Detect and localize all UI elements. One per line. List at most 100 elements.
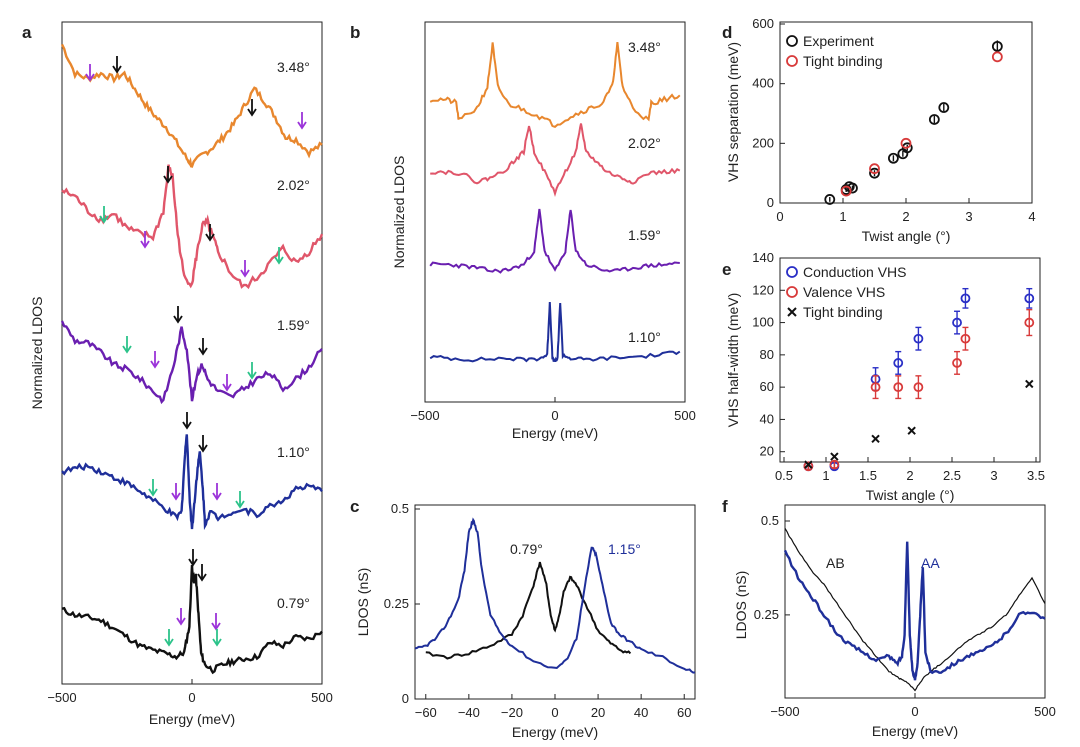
arrow-icon-15-head (247, 371, 257, 380)
series-label-c-1: 1.15° (608, 541, 641, 557)
point-e-1 (1024, 317, 1035, 328)
point-d-1 (900, 137, 912, 149)
legend-marker-e-2 (787, 307, 797, 317)
series-line-c-1 (414, 517, 696, 674)
y-tick-label: 140 (752, 250, 774, 265)
arrow-icon-1-head (112, 65, 122, 74)
y-tick-label: 0.25 (754, 607, 779, 622)
point-d-0 (847, 182, 858, 194)
x-tick-label: 1 (822, 468, 829, 483)
panel-b: b −500 0 500 Energy (meV) Normalized LDOS 3.48… (350, 21, 696, 441)
point-d-0 (824, 194, 836, 205)
y-tick-label: 0.25 (384, 596, 409, 611)
series-label-c-0: 0.79° (510, 541, 543, 557)
series-label-b-1: 2.02° (628, 135, 661, 151)
x-tick-label: 2 (906, 468, 913, 483)
x-tick-label: 60 (677, 705, 691, 720)
point-e-1 (829, 459, 840, 470)
series-label-b-2: 1.59° (628, 227, 661, 243)
panel-e: e 0.5 1 1.5 2 2.5 3 3.5 20 40 60 80 100 120 140 Twist a… (722, 250, 1045, 503)
y-tick-label: 0 (767, 195, 774, 210)
point-d-1 (869, 163, 880, 175)
point-d-1 (991, 51, 1003, 63)
series-label-a-0: 3.48° (277, 59, 310, 75)
arrow-icon-4-head (99, 215, 109, 224)
arrow-icon-19-head (198, 444, 208, 453)
panel-a: a −500 0 500 Energy (meV) Normalized LDOS 3.48… (22, 21, 333, 727)
point-d-0 (928, 114, 940, 125)
series-line-a-2 (60, 320, 323, 405)
series-label-f-0: AB (826, 555, 845, 571)
y-tick-label: 600 (752, 16, 774, 31)
series-line-b-0 (429, 41, 681, 129)
point-e-2 (871, 434, 880, 444)
y-tick-label: 400 (752, 76, 774, 91)
arrow-icon-0-head (85, 73, 95, 82)
panel-label-d: d (722, 23, 732, 42)
panel-label-e: e (722, 260, 731, 279)
arrow-icon-22-head (164, 638, 174, 647)
arrow-icon-24-head (188, 558, 198, 567)
arrow-icon-9-head (274, 256, 284, 265)
series-label-f-1: AA (921, 555, 940, 571)
point-e-2 (830, 452, 839, 461)
x-axis-title: Twist angle (°) (862, 228, 951, 244)
point-e-1 (960, 333, 971, 344)
series-label-a-2: 1.59° (277, 317, 310, 333)
x-tick-label: 1 (839, 209, 846, 224)
panel-c: c −60 −40 −20 0 20 40 60 0 0.25 0.5 Energy (meV) LDO… (350, 497, 696, 740)
arrow-icon-27-head (212, 638, 222, 647)
y-axis-title: LDOS (nS) (355, 568, 371, 636)
series-label-a-3: 1.10° (277, 444, 310, 460)
x-tick-label: 500 (674, 408, 696, 423)
series-label-b-0: 3.48° (628, 39, 661, 55)
legend-label-tight-binding: Tight binding (803, 53, 883, 69)
x-tick-label: 0 (776, 209, 783, 224)
x-tick-label: 4 (1028, 209, 1035, 224)
legend-label-e-2: Tight binding (803, 304, 883, 320)
x-axis-title: Energy (meV) (149, 711, 235, 727)
arrow-icon-8-head (240, 269, 250, 278)
panel-label-c: c (350, 497, 359, 516)
x-tick-label: 0 (551, 705, 558, 720)
x-tick-label: −500 (410, 408, 439, 423)
x-tick-label: 2.5 (943, 468, 961, 483)
series-line-b-3 (429, 302, 681, 363)
arrow-icon-20-head (212, 492, 222, 501)
x-tick-label: 500 (1034, 704, 1056, 719)
y-tick-label: 0 (402, 691, 409, 706)
arrow-icon-14-head (222, 383, 232, 392)
arrow-icon-7-head (205, 233, 215, 242)
arrow-icon-13-head (198, 347, 208, 356)
series-line-a-0 (60, 43, 323, 168)
arrow-icon-16-head (148, 488, 158, 497)
legend-label-e-0: Conduction VHS (803, 264, 907, 280)
panel-d: d 0 1 2 3 4 0 200 400 600 Twist angle (°) VHS separ… (722, 16, 1036, 244)
x-tick-label: −20 (501, 705, 523, 720)
x-tick-label: 20 (591, 705, 605, 720)
legend-marker-e-0 (786, 266, 798, 278)
y-axis-title: LDOS (nS) (733, 571, 749, 639)
arrow-icon-10-head (122, 345, 132, 354)
plot-frame (784, 504, 1046, 699)
point-e-1 (913, 382, 924, 393)
arrow-icon-25-head (197, 573, 207, 582)
point-d-1 (840, 185, 852, 197)
x-tick-label: 2 (902, 209, 909, 224)
y-tick-label: 0.5 (391, 501, 409, 516)
y-tick-label: 60 (760, 379, 774, 394)
point-d-0 (869, 167, 880, 179)
x-tick-label: −500 (770, 704, 799, 719)
arrow-icon-11-head (150, 360, 160, 369)
panel-label-b: b (350, 23, 360, 42)
point-e-0 (1024, 293, 1035, 304)
point-e-2 (804, 460, 813, 469)
legend-marker-tight-binding (786, 55, 798, 67)
x-tick-label: 0 (911, 704, 918, 719)
series-line-b-1 (430, 123, 681, 197)
legend-marker-experiment (786, 35, 798, 47)
x-tick-label: 3 (965, 209, 972, 224)
series-line-b-2 (429, 208, 680, 274)
point-d-0 (888, 152, 899, 164)
